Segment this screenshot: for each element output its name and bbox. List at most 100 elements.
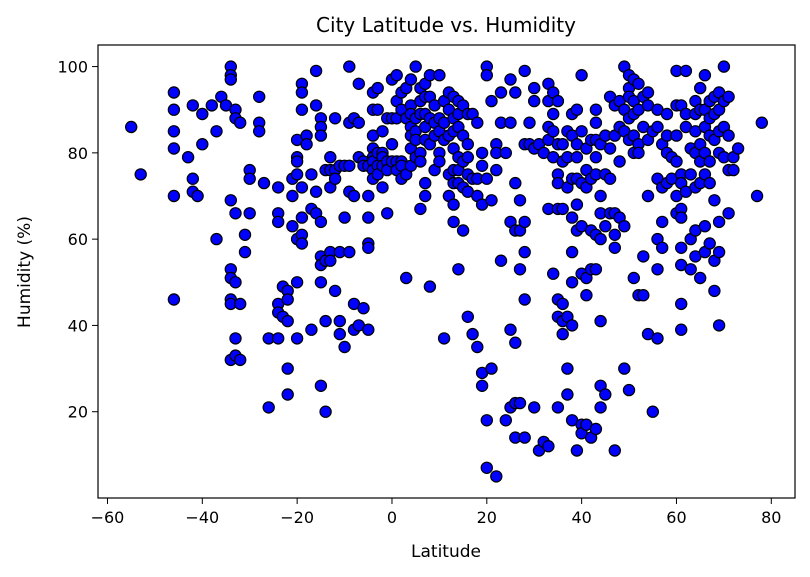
data-point — [466, 327, 479, 341]
data-point — [722, 129, 735, 142]
data-point — [186, 172, 199, 185]
data-point — [670, 155, 683, 168]
data-point — [319, 405, 332, 418]
data-point — [641, 189, 655, 203]
data-point — [618, 362, 631, 375]
data-point — [305, 168, 318, 181]
data-point — [347, 189, 361, 203]
data-point — [210, 125, 223, 138]
data-point — [684, 263, 697, 276]
x-tick-label: 20 — [477, 508, 497, 527]
data-point — [233, 353, 247, 367]
data-point — [224, 73, 237, 86]
x-tick-label: 60 — [666, 508, 686, 527]
data-point — [627, 271, 641, 285]
data-point — [561, 362, 574, 375]
data-point — [637, 250, 650, 263]
data-point — [475, 379, 489, 392]
data-point — [286, 189, 299, 203]
data-point — [362, 241, 375, 254]
data-point — [419, 176, 432, 190]
data-point — [632, 77, 645, 91]
data-point — [319, 314, 332, 328]
data-point — [608, 228, 622, 241]
data-point — [167, 142, 181, 155]
plot-frame — [97, 44, 796, 499]
data-point — [684, 168, 697, 181]
data-point — [238, 245, 252, 259]
data-point — [362, 211, 375, 224]
data-point — [257, 176, 271, 190]
x-axis-label: Latitude — [411, 542, 481, 562]
data-point — [547, 267, 560, 280]
data-point — [547, 125, 560, 138]
data-point — [253, 125, 266, 138]
data-point — [523, 116, 536, 129]
data-point — [712, 215, 726, 229]
data-point — [670, 129, 683, 142]
data-point — [703, 155, 716, 168]
data-point — [575, 125, 588, 138]
data-point — [238, 228, 252, 241]
data-point — [727, 163, 740, 177]
data-point — [570, 150, 584, 164]
data-point — [542, 440, 555, 453]
data-point — [447, 215, 460, 229]
data-point — [343, 60, 356, 73]
x-tick-label: 80 — [761, 508, 781, 527]
data-point — [528, 81, 541, 95]
data-point — [167, 86, 181, 99]
data-point — [461, 137, 474, 151]
data-point — [651, 120, 664, 134]
data-point — [494, 254, 508, 267]
data-point — [528, 94, 541, 108]
data-point — [660, 107, 674, 121]
data-point — [485, 194, 498, 207]
data-point — [167, 125, 181, 138]
data-point — [641, 86, 655, 99]
data-point — [167, 103, 181, 116]
data-point — [599, 388, 612, 401]
data-point — [556, 297, 569, 311]
data-point — [419, 189, 432, 203]
data-point — [295, 181, 309, 194]
data-point — [423, 280, 437, 293]
data-point — [452, 263, 465, 276]
data-point — [290, 155, 304, 168]
data-point — [599, 219, 612, 233]
data-point — [603, 142, 617, 155]
data-point — [229, 207, 242, 220]
data-point — [414, 202, 427, 216]
data-point — [750, 189, 764, 203]
data-point — [333, 327, 346, 341]
data-point — [679, 64, 693, 78]
data-point — [622, 383, 636, 397]
data-point — [414, 155, 427, 168]
data-point — [167, 189, 181, 203]
data-point — [589, 150, 603, 164]
data-point — [233, 116, 247, 129]
chart-title: City Latitude vs. Humidity — [316, 13, 576, 37]
data-point — [233, 297, 247, 311]
data-point — [480, 461, 493, 474]
data-point — [404, 73, 418, 86]
x-tick-label: 0 — [387, 508, 397, 527]
data-point — [675, 211, 688, 224]
data-point — [675, 323, 688, 336]
data-point — [362, 189, 375, 203]
data-point — [305, 323, 318, 336]
data-point — [565, 245, 579, 259]
data-point — [480, 172, 493, 185]
data-point — [656, 241, 669, 254]
data-point — [589, 116, 603, 129]
data-point — [608, 444, 622, 457]
data-point — [594, 401, 607, 414]
data-point — [613, 155, 626, 168]
data-point — [570, 444, 584, 457]
data-point — [480, 414, 493, 427]
data-point — [343, 159, 356, 172]
data-point — [518, 293, 531, 306]
data-point — [565, 319, 579, 332]
data-point — [509, 86, 522, 99]
